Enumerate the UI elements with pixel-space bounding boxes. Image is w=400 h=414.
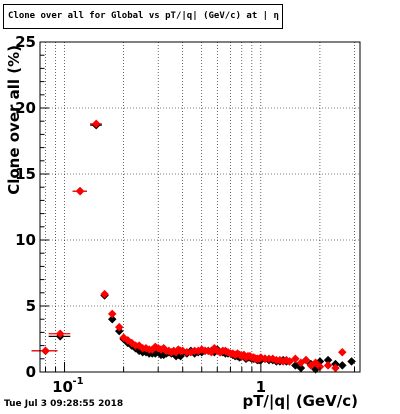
y-tick-label: 5 bbox=[26, 297, 36, 315]
y-axis-label: Clone over all (%) bbox=[5, 45, 23, 195]
grid-lines bbox=[40, 42, 360, 372]
y-tick-label: 25 bbox=[15, 33, 36, 51]
x-tick-exponent: -1 bbox=[73, 376, 84, 387]
data-point-red bbox=[285, 357, 294, 366]
data-point-red bbox=[114, 322, 124, 332]
data-point-red bbox=[291, 354, 300, 364]
y-tick-label: 0 bbox=[26, 363, 36, 381]
data-point-red bbox=[41, 346, 50, 356]
data-point-black bbox=[337, 361, 347, 370]
data-points bbox=[31, 119, 356, 374]
y-tick-label: 20 bbox=[15, 99, 36, 117]
data-point-red bbox=[91, 119, 101, 129]
chart-title: Clone over all for Global vs pT/|q| (GeV… bbox=[3, 4, 283, 29]
data-point-red bbox=[337, 347, 347, 357]
x-tick-label: 1 bbox=[256, 378, 266, 396]
data-point-red bbox=[123, 335, 133, 345]
data-point-red bbox=[323, 361, 333, 370]
data-point-red bbox=[301, 355, 311, 365]
plot-frame bbox=[39, 41, 361, 373]
data-point-red bbox=[100, 289, 109, 299]
data-point-red bbox=[107, 309, 117, 319]
timestamp: Tue Jul 3 09:28:55 2018 bbox=[4, 399, 124, 409]
y-tick-label: 15 bbox=[15, 165, 36, 183]
x-axis-label: pT/|q| (GeV/c) bbox=[242, 392, 358, 411]
x-tick-label: 10 bbox=[52, 378, 73, 396]
data-point-black bbox=[107, 314, 117, 324]
data-point-red bbox=[55, 329, 65, 339]
y-tick-label: 10 bbox=[15, 231, 36, 249]
data-point-black bbox=[347, 357, 356, 366]
data-point-red bbox=[75, 186, 85, 196]
